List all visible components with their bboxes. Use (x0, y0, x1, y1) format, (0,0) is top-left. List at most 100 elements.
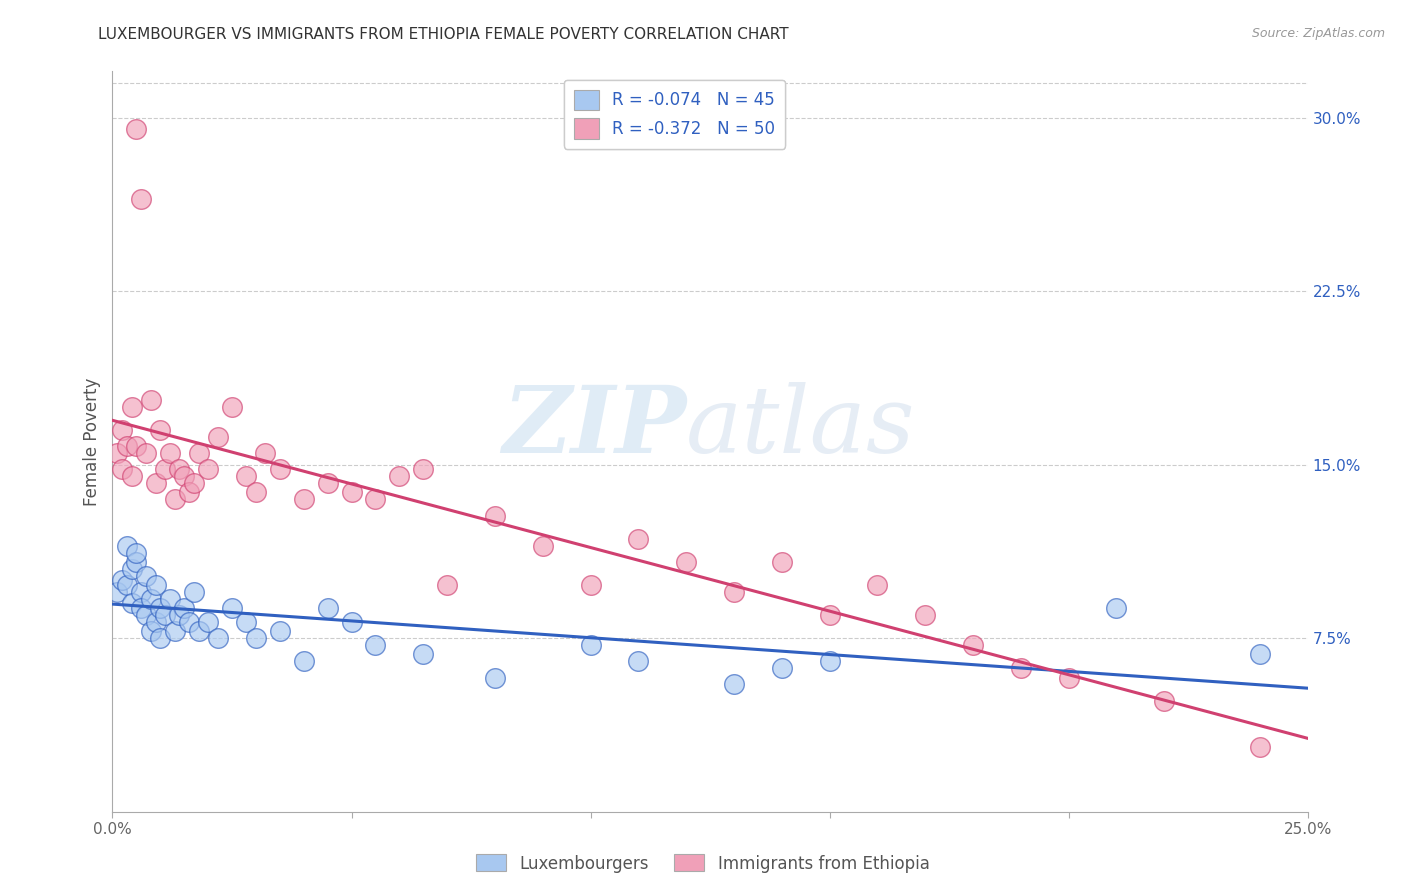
Point (254, 446, 277, 460)
Point (115, 578, 138, 592)
Point (139, 591, 162, 606)
Point (121, 469, 143, 483)
Point (149, 631, 172, 645)
Text: ZIP: ZIP (502, 382, 686, 472)
Point (145, 615, 167, 629)
Point (221, 601, 243, 615)
Point (121, 597, 143, 611)
Point (129, 585, 152, 599)
Point (183, 476, 205, 491)
Point (340, 615, 363, 629)
Point (177, 485, 200, 500)
Point (159, 591, 181, 606)
Point (412, 648, 434, 662)
Point (316, 476, 339, 491)
Point (173, 601, 195, 615)
Point (163, 624, 186, 639)
Point (135, 568, 157, 582)
Point (235, 469, 257, 483)
Point (105, 446, 128, 460)
Point (675, 555, 697, 569)
Point (125, 122, 148, 136)
Point (169, 608, 191, 623)
Point (269, 624, 291, 639)
Point (135, 446, 157, 460)
Point (125, 439, 148, 453)
Point (579, 578, 602, 592)
Point (207, 631, 229, 645)
Point (269, 462, 291, 476)
Text: Source: ZipAtlas.com: Source: ZipAtlas.com (1251, 27, 1385, 40)
Point (723, 585, 745, 599)
Point (121, 562, 143, 576)
Point (145, 476, 167, 491)
Point (962, 638, 984, 652)
Point (115, 439, 138, 453)
Point (1153, 694, 1175, 708)
Point (364, 492, 387, 507)
Point (770, 661, 793, 675)
Point (139, 624, 162, 639)
Legend: R = -0.074   N = 45, R = -0.372   N = 50: R = -0.074 N = 45, R = -0.372 N = 50 (564, 79, 785, 149)
Point (292, 492, 315, 507)
Point (149, 601, 172, 615)
Point (531, 539, 554, 553)
Point (111, 574, 134, 588)
Point (818, 654, 841, 668)
Point (412, 462, 434, 476)
Point (105, 585, 128, 599)
Point (187, 446, 209, 460)
Point (197, 615, 219, 629)
Point (111, 462, 134, 476)
Point (914, 608, 936, 623)
Point (183, 585, 205, 599)
Point (770, 555, 793, 569)
Point (340, 485, 363, 500)
Point (1010, 661, 1032, 675)
Point (484, 508, 506, 523)
Point (125, 555, 148, 569)
Point (135, 608, 157, 623)
Point (1105, 601, 1128, 615)
Point (627, 532, 650, 546)
Point (1057, 671, 1080, 685)
Point (316, 601, 339, 615)
Point (364, 638, 387, 652)
Point (866, 578, 889, 592)
Point (159, 446, 181, 460)
Point (221, 400, 243, 414)
Point (245, 485, 267, 500)
Point (163, 492, 186, 507)
Point (627, 654, 650, 668)
Point (111, 423, 134, 437)
Point (1249, 739, 1271, 754)
Text: LUXEMBOURGER VS IMMIGRANTS FROM ETHIOPIA FEMALE POVERTY CORRELATION CHART: LUXEMBOURGER VS IMMIGRANTS FROM ETHIOPIA… (98, 27, 789, 42)
Point (245, 631, 267, 645)
Point (818, 608, 841, 623)
Point (149, 423, 172, 437)
Point (187, 624, 209, 639)
Point (177, 615, 200, 629)
Text: atlas: atlas (686, 382, 915, 472)
Point (388, 469, 411, 483)
Point (723, 677, 745, 691)
Point (235, 615, 257, 629)
Point (207, 430, 229, 444)
Point (145, 578, 167, 592)
Point (153, 462, 176, 476)
Point (579, 638, 602, 652)
Point (129, 192, 152, 206)
Point (292, 654, 315, 668)
Point (121, 400, 143, 414)
Point (153, 608, 176, 623)
Point (484, 671, 506, 685)
Y-axis label: Female Poverty: Female Poverty (83, 377, 101, 506)
Point (115, 539, 138, 553)
Point (173, 469, 195, 483)
Point (139, 392, 162, 407)
Point (129, 601, 152, 615)
Point (1249, 648, 1271, 662)
Point (169, 462, 191, 476)
Point (125, 545, 148, 560)
Legend: Luxembourgers, Immigrants from Ethiopia: Luxembourgers, Immigrants from Ethiopia (470, 847, 936, 880)
